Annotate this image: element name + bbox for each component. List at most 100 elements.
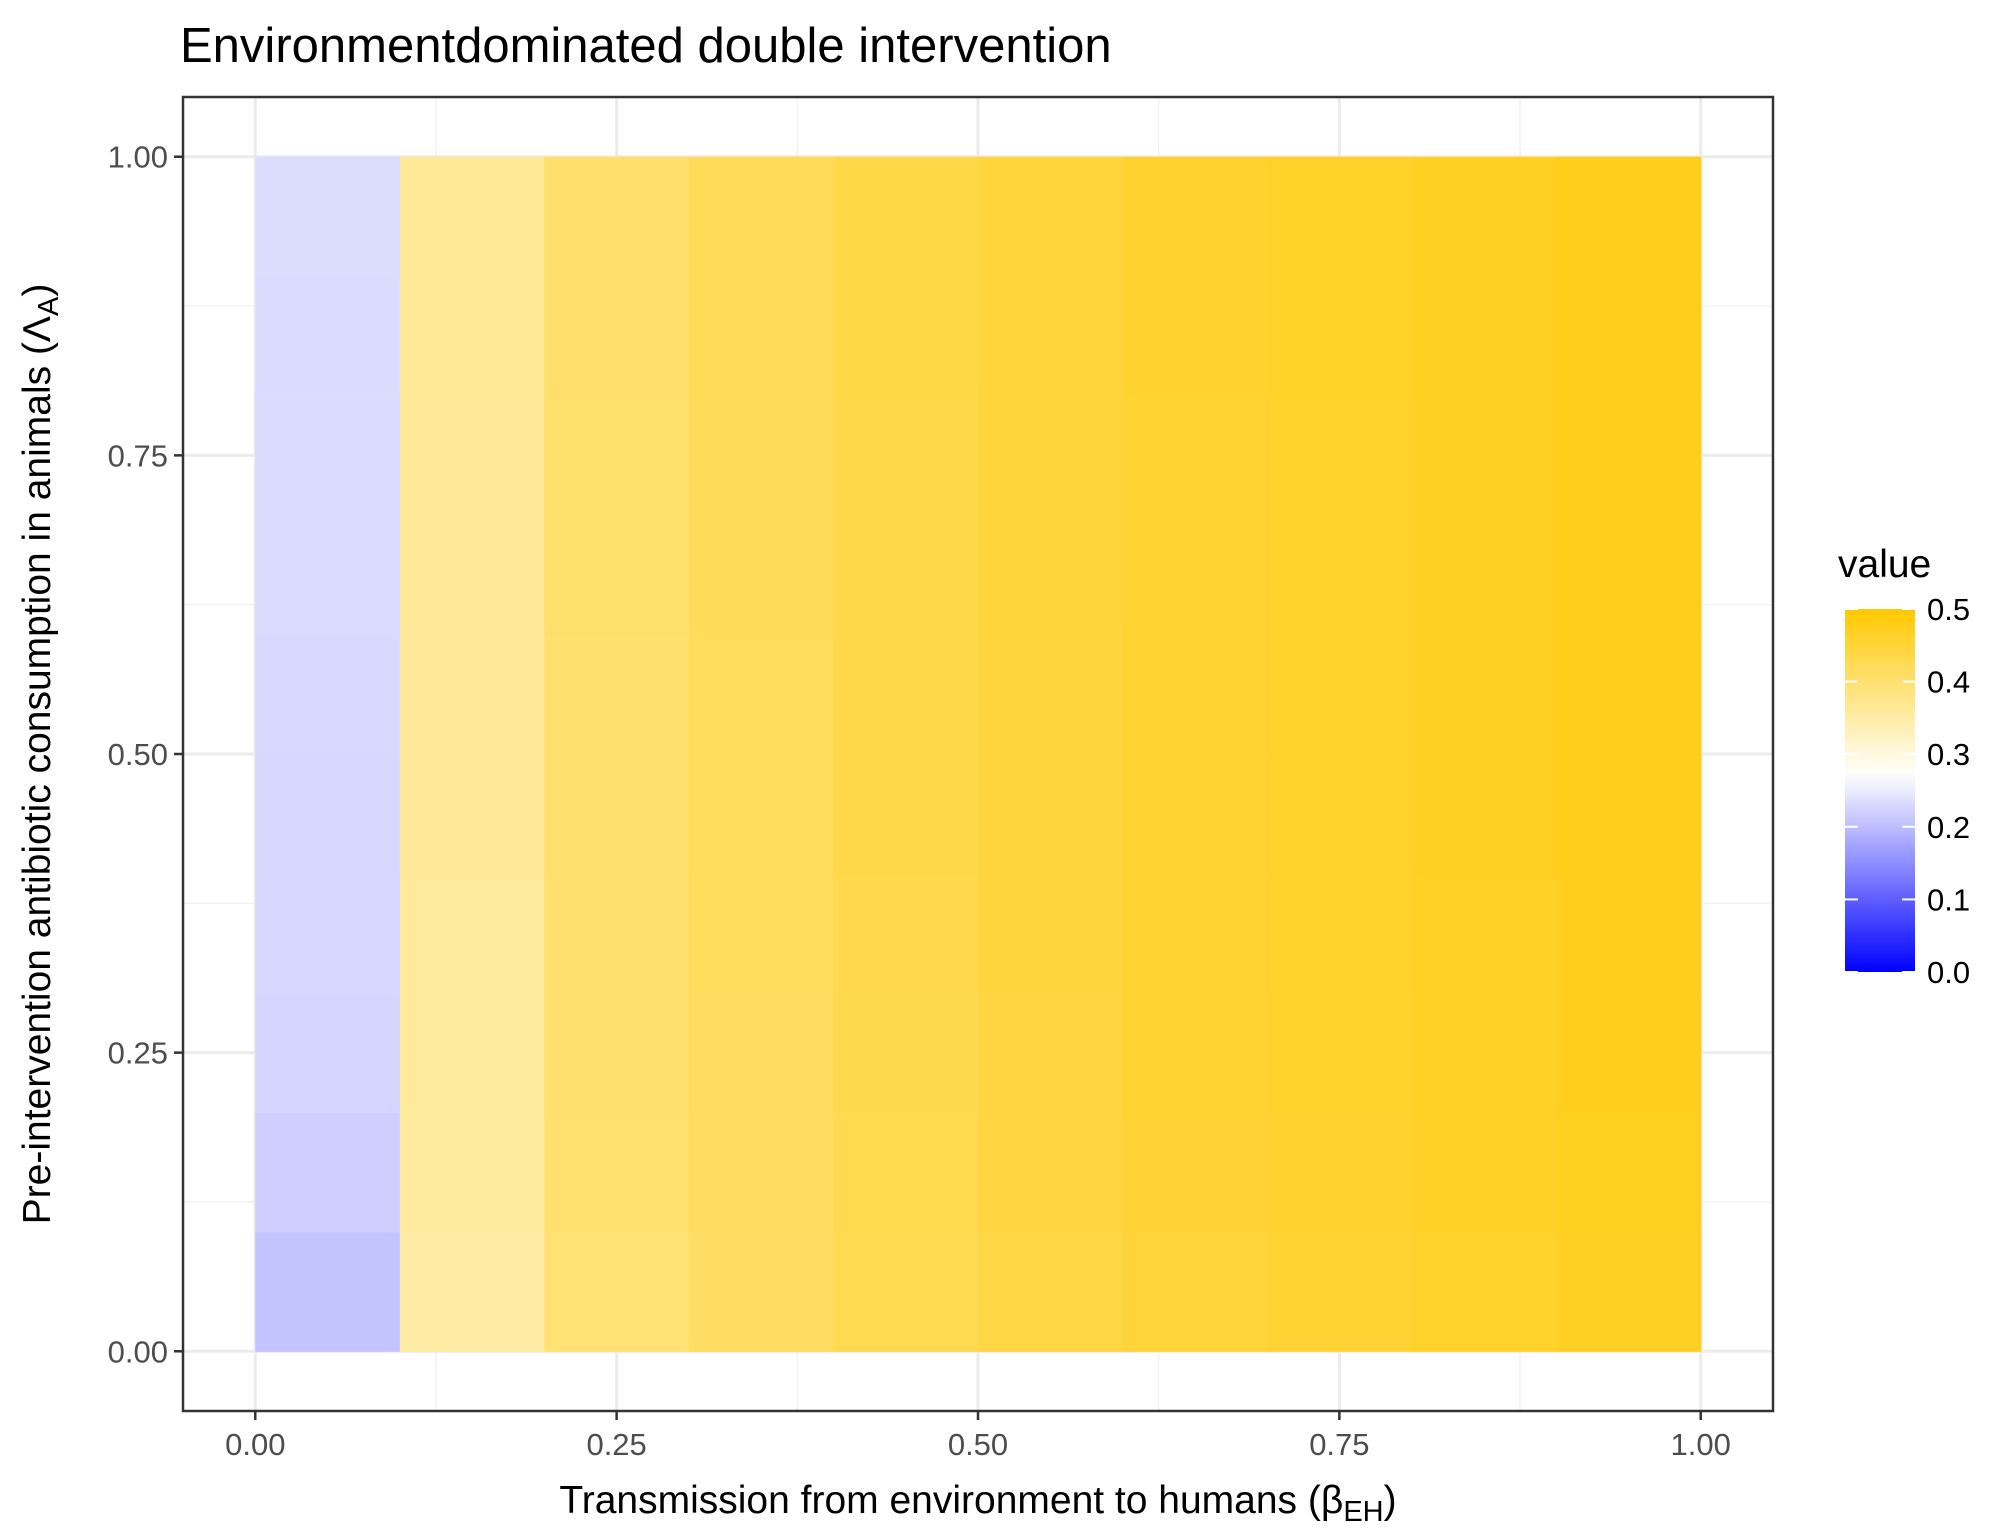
heatmap-tile [688,515,835,636]
heatmap-tile [255,276,401,397]
heatmap-tile [1267,156,1413,277]
heatmap-tile [688,754,835,875]
heatmap-tile [688,1112,835,1233]
y-tick-label: 0.50 [108,737,168,772]
heatmap-tile [1556,395,1702,516]
x-tick-label: 0.00 [225,1427,285,1462]
heatmap-tile [978,992,1124,1113]
heatmap-tile [1122,1112,1268,1233]
heatmap-tile [255,515,401,636]
heatmap-tile [255,992,401,1113]
heatmap-tile [255,634,401,755]
heatmap-tile [1556,992,1702,1113]
heatmap-tile [1556,156,1702,277]
heatmap-tile [544,634,690,755]
heatmap-tile [544,754,690,875]
heatmap-tile [1122,634,1268,755]
heatmap-tile [1267,634,1413,755]
heatmap-tile [833,515,979,636]
heatmap-tile [978,1231,1124,1352]
heatmap-tile [399,754,545,875]
heatmap-tile [1411,992,1557,1113]
x-tick-label: 1.00 [1671,1427,1731,1462]
heatmap-tile [1267,515,1413,636]
heatmap-tile [688,992,835,1113]
heatmap-tile [399,1112,545,1233]
heatmap-tile [1556,754,1702,875]
heatmap-tile [833,395,979,516]
heatmap-tile [833,634,979,755]
legend-label: 0.4 [1927,665,1970,700]
heatmap-tile [399,156,545,277]
heatmap-tile [1122,992,1268,1113]
heatmap-tile [1267,276,1413,397]
heatmap-tile [1411,156,1557,277]
heatmap-tiles [255,156,1702,1352]
heatmap-tile [544,515,690,636]
heatmap-tile [1122,156,1268,277]
heatmap-tile [399,992,545,1113]
heatmap-tile [399,873,545,994]
heatmap-tile [978,634,1124,755]
heatmap-tile [544,1231,690,1352]
heatmap-tile [399,1231,545,1352]
heatmap-tile [399,395,545,516]
legend-label: 0.3 [1927,737,1970,772]
heatmap-tile [688,634,835,755]
heatmap-tile [833,1112,979,1233]
heatmap-tile [1122,754,1268,875]
x-tick-label: 0.75 [1309,1427,1369,1462]
heatmap-tile [1556,873,1702,994]
heatmap-tile [255,1231,401,1352]
heatmap-tile [1556,634,1702,755]
legend-label: 0.1 [1927,882,1970,917]
heatmap-tile [1411,1112,1557,1233]
heatmap-tile [1556,1231,1702,1352]
heatmap-tile [399,276,545,397]
heatmap-tile [1411,1231,1557,1352]
heatmap-tile [255,395,401,516]
heatmap-tile [1267,395,1413,516]
heatmap-tile [1411,276,1557,397]
heatmap-tile [1267,873,1413,994]
heatmap-tile [978,1112,1124,1233]
legend-title: value [1838,543,1931,586]
y-axis-title-main: Pre-intervention antibiotic consumption … [16,342,59,1224]
legend-label: 0.0 [1927,955,1970,990]
heatmap-tile [1122,873,1268,994]
y-tick-label: 0.75 [108,438,168,473]
x-tick-label: 0.50 [948,1427,1008,1462]
heatmap-tile [1122,276,1268,397]
heatmap-tile [1411,873,1557,994]
y-tick-label: 0.25 [108,1036,168,1071]
heatmap-tile [1267,992,1413,1113]
legend-label: 0.5 [1927,592,1970,627]
chart-title: Environmentdominated double intervention [180,19,1112,73]
heatmap-tile [1267,1112,1413,1233]
heatmap-tile [688,276,835,397]
heatmap-tile [833,156,979,277]
heatmap-tile [688,1231,835,1352]
heatmap-tile [1411,395,1557,516]
x-axis-title-main: Transmission from environment to humans … [559,1479,1321,1522]
heatmap-tile [688,395,835,516]
heatmap-tile [833,276,979,397]
heatmap-tile [978,156,1124,277]
y-axis-title-symbol: Λ [16,316,59,342]
heatmap-tile [833,992,979,1113]
heatmap-tile [1267,1231,1413,1352]
y-axis-ticks: 0.00 0.25 0.50 0.75 1.00 [108,140,183,1369]
heatmap-tile [833,1231,979,1352]
heatmap-tile [544,992,690,1113]
heatmap-tile [1411,515,1557,636]
legend-ticks: 0.0 0.1 0.2 0.3 0.4 0.5 [1845,592,1970,990]
heatmap-tile [399,515,545,636]
heatmap-tile [255,1112,401,1233]
heatmap-tile [255,873,401,994]
heatmap-tile [544,276,690,397]
heatmap-tile [1556,1112,1702,1233]
heatmap-tile [978,754,1124,875]
legend-label: 0.2 [1927,810,1970,845]
x-axis-ticks: 0.00 0.25 0.50 0.75 1.00 [225,1411,1731,1462]
